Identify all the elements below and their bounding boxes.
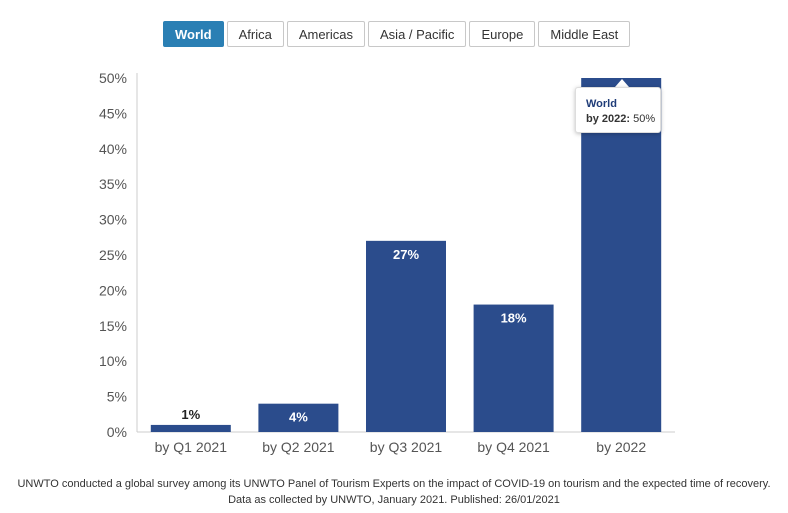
tab-africa[interactable]: Africa: [226, 21, 284, 47]
x-tick-label: by Q3 2021: [370, 439, 443, 455]
bar-value-label: 4%: [289, 410, 308, 425]
tooltip-arrow: [615, 79, 629, 87]
x-tick-label: by 2022: [596, 439, 646, 455]
y-tick-label: 40%: [99, 141, 127, 157]
x-tick-label: by Q2 2021: [262, 439, 335, 455]
y-tick-label: 10%: [99, 353, 127, 369]
bar[interactable]: [258, 403, 339, 432]
y-tick-label: 15%: [99, 318, 127, 334]
bar[interactable]: [366, 240, 446, 432]
y-tick-label: 30%: [99, 212, 127, 228]
y-tick-label: 50%: [99, 70, 127, 86]
bar[interactable]: [581, 78, 662, 432]
caption-line-1: UNWTO conducted a global survey among it…: [17, 478, 771, 490]
y-tick-label: 45%: [99, 105, 127, 121]
bar-value-label: 18%: [501, 311, 527, 326]
y-tick-label: 20%: [99, 282, 127, 298]
tab-europe[interactable]: Europe: [469, 21, 536, 47]
caption-line-2: Data as collected by UNWTO, January 2021…: [228, 494, 560, 506]
y-tick-label: 0%: [107, 424, 127, 440]
x-tick-label: by Q4 2021: [477, 439, 550, 455]
region-tabs: World Africa Americas Asia / Pacific Eur…: [163, 21, 631, 47]
tab-middle-east[interactable]: Middle East: [538, 21, 631, 47]
caption: UNWTO conducted a global survey among it…: [0, 476, 788, 508]
tooltip-value: 50%: [633, 113, 656, 125]
bar[interactable]: [473, 304, 554, 432]
bar-value-label: 1%: [181, 407, 200, 422]
tooltip-title: World: [586, 98, 617, 110]
x-tick-label: by Q1 2021: [155, 439, 228, 455]
y-tick-label: 35%: [99, 176, 127, 192]
tab-americas[interactable]: Americas: [286, 21, 366, 47]
y-tick-label: 25%: [99, 247, 127, 263]
y-tick-label: 5%: [107, 389, 127, 405]
y-axis-ticks: 0% 5% 10% 15% 20% 25% 30% 35% 40% 45% 50%: [99, 70, 127, 440]
bar[interactable]: [150, 424, 231, 432]
bar-value-label: 27%: [393, 247, 419, 262]
x-axis-ticks: by Q1 2021 by Q2 2021 by Q3 2021 by Q4 2021…: [155, 439, 647, 455]
tab-asia-pacific[interactable]: Asia / Pacific: [368, 21, 467, 47]
bar-chart: 0%5%10%15%20%25%30%35%40%45%50% 1% 4%27%1…: [99, 70, 675, 455]
tooltip: World by 2022: 50%: [575, 87, 661, 133]
tab-world[interactable]: World: [163, 21, 224, 47]
tooltip-line: by 2022: 50%: [586, 112, 660, 127]
bars: 1% 4% 27% 18%: [150, 78, 662, 432]
tooltip-key: by 2022:: [586, 113, 631, 125]
